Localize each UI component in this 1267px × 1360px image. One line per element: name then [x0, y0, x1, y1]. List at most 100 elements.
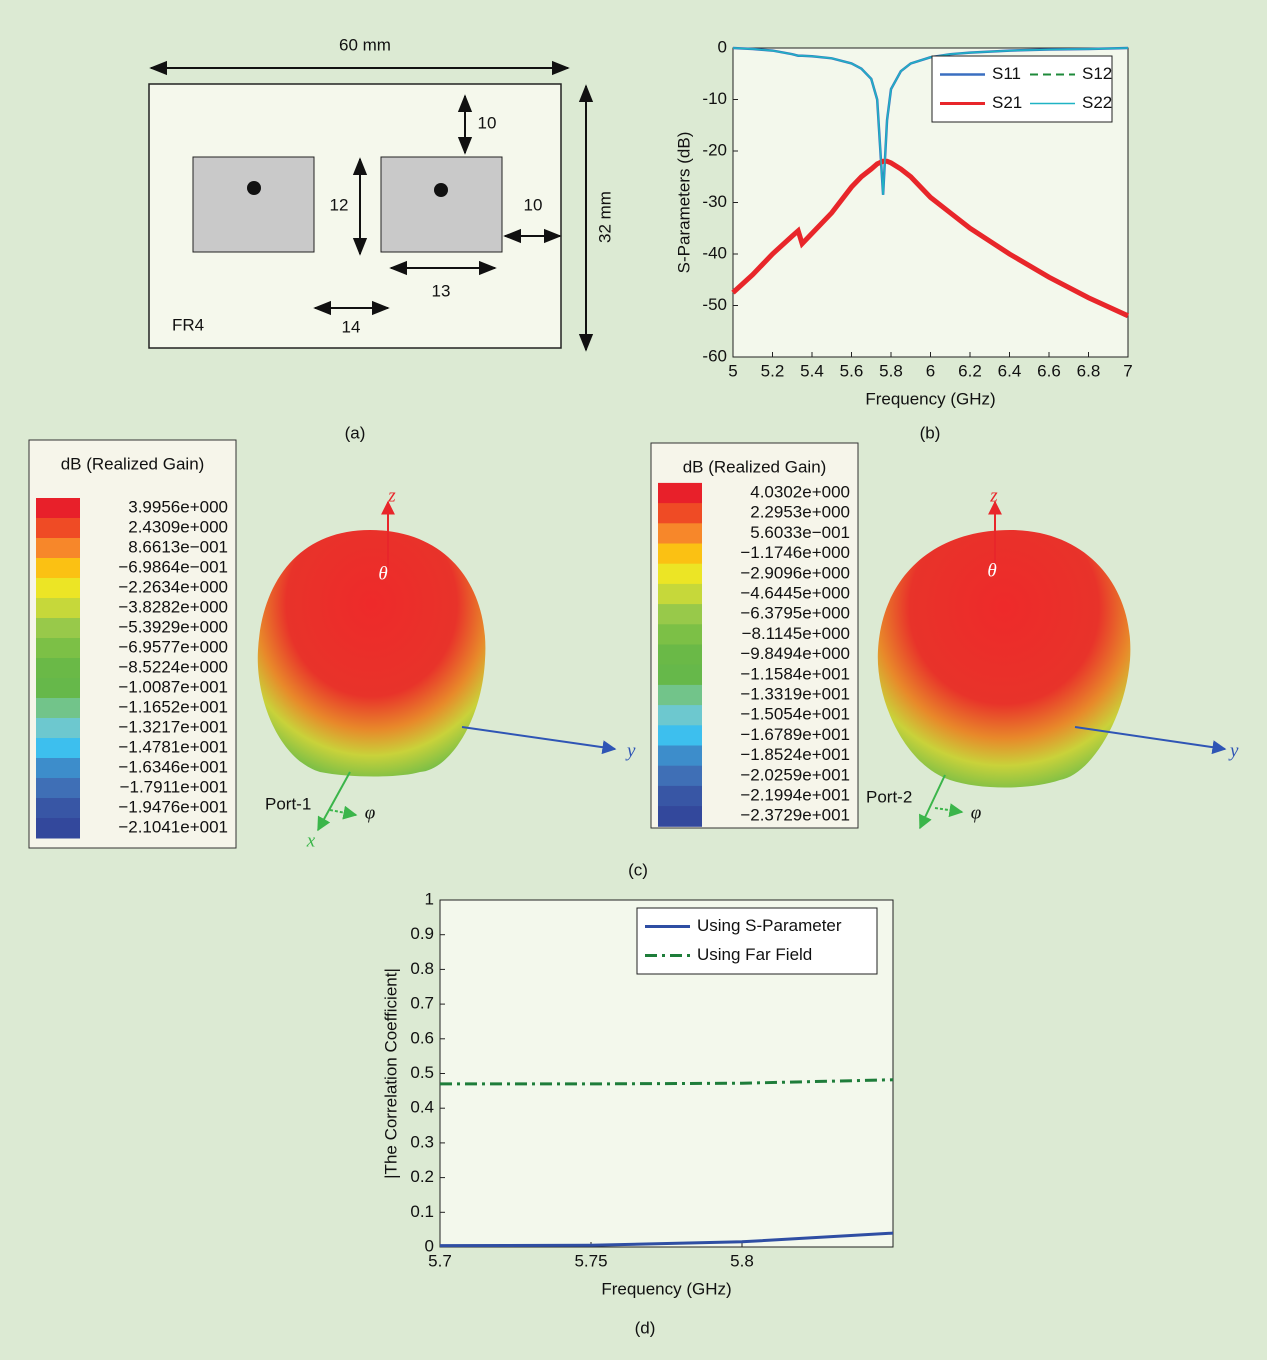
colorbar-level: −6.3795e+000	[740, 604, 850, 623]
colorbar-level: −2.9096e+000	[740, 563, 850, 582]
x-axis-label: Frequency (GHz)	[865, 389, 995, 408]
x-tick-label: 5.4	[800, 361, 824, 380]
dim-label: 32 mm	[595, 191, 614, 243]
panel-label: (a)	[345, 423, 366, 442]
dim-label: 13	[432, 281, 451, 300]
colorbar-level: 3.9956e+000	[128, 497, 228, 516]
color-swatch	[36, 618, 80, 639]
x-tick-label: 6	[926, 361, 935, 380]
y-tick-label: 0.3	[410, 1132, 434, 1151]
axis-name: y	[625, 740, 636, 761]
y-tick-label: 0.1	[410, 1202, 434, 1221]
legend-label: S12	[1082, 64, 1112, 83]
color-swatch	[36, 678, 80, 699]
panel-label: (d)	[635, 1318, 656, 1337]
dim-label: 60 mm	[339, 35, 391, 54]
colorbar-level: −9.8494e+000	[740, 644, 850, 663]
axis-name: θ	[378, 563, 387, 584]
color-swatch	[36, 578, 80, 599]
colorbar-level: −1.6789e+001	[740, 725, 850, 744]
colorbar-level: −1.1584e+001	[740, 664, 850, 683]
colorbar-title: dB (Realized Gain)	[683, 457, 827, 476]
x-tick-label: 5.8	[879, 361, 903, 380]
panel-label: (c)	[628, 860, 648, 879]
y-axis-label: S-Parameters (dB)	[674, 132, 693, 274]
legend-label: Using S-Parameter	[697, 916, 842, 935]
colorbar-level: −1.0087e+001	[118, 677, 228, 696]
color-swatch	[658, 725, 702, 746]
axis-name: z	[387, 485, 396, 506]
axis-name: x	[306, 830, 316, 851]
legend-label: S21	[992, 93, 1022, 112]
colorbar-level: −6.9577e+000	[118, 637, 228, 656]
y-tick-label: 0.8	[410, 959, 434, 978]
substrate-label: FR4	[172, 315, 204, 334]
colorbar-level: −1.1652e+001	[118, 697, 228, 716]
y-tick-label: 0.5	[410, 1063, 434, 1082]
x-tick-label: 5.6	[840, 361, 864, 380]
color-swatch	[658, 746, 702, 767]
color-swatch	[36, 698, 80, 719]
color-swatch	[36, 558, 80, 579]
x-tick-label: 6.8	[1077, 361, 1101, 380]
axis-name: φ	[365, 802, 376, 823]
color-swatch	[36, 658, 80, 679]
colorbar-level: −1.8524e+001	[740, 745, 850, 764]
x-tick-label: 5	[728, 361, 737, 380]
colorbar-level: −2.1041e+001	[118, 817, 228, 836]
x-tick-label: 5.2	[761, 361, 785, 380]
port-label: Port-1	[265, 794, 311, 813]
color-swatch	[36, 638, 80, 659]
y-tick-label: 0	[718, 37, 727, 56]
axis-name: y	[1228, 740, 1239, 761]
figure: 60 mm 32 mm 10 12 10 13 14 FR4 (a) (b) (…	[0, 0, 1267, 1360]
color-swatch	[658, 503, 702, 524]
colorbar-level: −2.0259e+001	[740, 765, 850, 784]
colorbar-level: 4.0302e+000	[750, 482, 850, 501]
colorbar-level: −8.5224e+000	[118, 657, 228, 676]
colorbar-level: −1.5054e+001	[740, 705, 850, 724]
port-label: Port-2	[866, 787, 912, 806]
colorbar-level: −2.1994e+001	[740, 785, 850, 804]
color-swatch	[658, 604, 702, 625]
color-swatch	[36, 738, 80, 759]
y-tick-label: -20	[702, 140, 727, 159]
color-swatch	[658, 624, 702, 645]
colorbar-level: −1.3319e+001	[740, 684, 850, 703]
y-tick-label: 0.9	[410, 924, 434, 943]
feed	[247, 181, 261, 195]
color-swatch	[36, 498, 80, 519]
y-tick-label: -40	[702, 243, 727, 262]
color-swatch	[658, 645, 702, 666]
x-tick-label: 5.8	[730, 1251, 754, 1270]
color-swatch	[658, 685, 702, 706]
color-swatch	[658, 665, 702, 686]
legend-label: Using Far Field	[697, 945, 812, 964]
legend-label: S22	[1082, 93, 1112, 112]
colorbar-level: −2.2634e+000	[118, 577, 228, 596]
colorbar-level: −3.8282e+000	[118, 597, 228, 616]
colorbar-level: 2.4309e+000	[128, 517, 228, 536]
color-swatch	[658, 564, 702, 585]
feed	[434, 183, 448, 197]
color-swatch	[36, 778, 80, 799]
color-swatch	[658, 544, 702, 565]
color-swatch	[658, 483, 702, 504]
axis-name: φ	[971, 802, 982, 823]
colorbar-title: dB (Realized Gain)	[61, 454, 205, 473]
colorbar-level: −5.3929e+000	[118, 617, 228, 636]
axis-name: θ	[987, 560, 996, 581]
colorbar-level: −2.3729e+001	[740, 806, 850, 825]
y-tick-label: -30	[702, 192, 727, 211]
radiation-pattern	[258, 530, 486, 777]
legend-label: S11	[992, 64, 1021, 83]
colorbar-level: −1.6346e+001	[118, 757, 228, 776]
colorbar-level: −1.9476e+001	[118, 797, 228, 816]
y-tick-label: -60	[702, 346, 727, 365]
y-axis-label: |The Correlation Coefficient|	[381, 968, 400, 1179]
panel-label: (b)	[920, 423, 941, 442]
colorbar-level: −1.3217e+001	[118, 717, 228, 736]
color-swatch	[36, 538, 80, 559]
color-swatch	[36, 718, 80, 739]
color-swatch	[658, 786, 702, 807]
